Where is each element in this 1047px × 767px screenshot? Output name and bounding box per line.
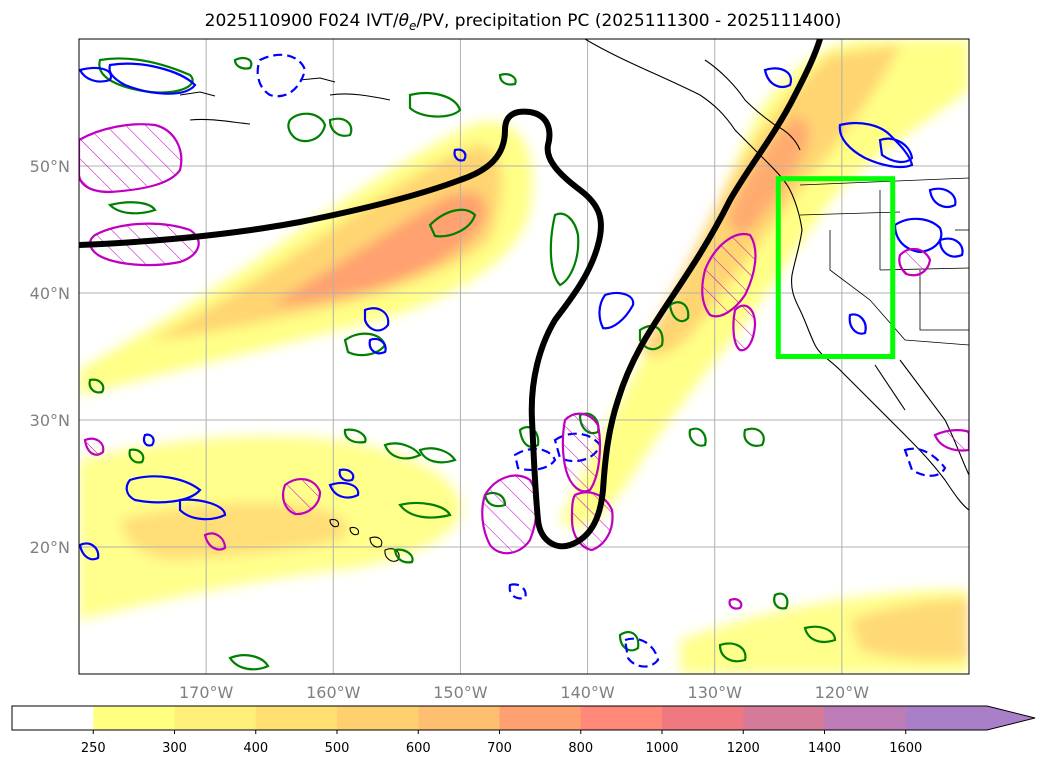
colorbar-label: 600	[406, 741, 431, 756]
colorbar-label: 1000	[645, 741, 678, 756]
precip-pc-contours	[79, 123, 969, 610]
map-area	[79, 39, 969, 674]
map-frame	[78, 38, 970, 675]
colorbar-swatch	[824, 706, 907, 730]
y-tick-label: 50°N	[30, 157, 70, 176]
colorbar-outline	[11, 705, 1036, 731]
blue-contours	[79, 53, 964, 668]
x-tick-label: 160°W	[306, 683, 361, 702]
colorbar-swatch	[337, 706, 419, 730]
y-tick-label: 40°N	[30, 284, 70, 303]
colorbar-label: 1400	[808, 741, 841, 756]
x-tick-label: 130°W	[688, 683, 743, 702]
pv-contour	[79, 39, 823, 550]
highlight-box	[775, 176, 896, 359]
colorbar-label: 250	[81, 741, 106, 756]
colorbar-extend-arrow	[987, 706, 1035, 730]
colorbar-swatch	[499, 706, 582, 730]
y-tick-label: 20°N	[30, 538, 70, 557]
x-tick-label: 120°W	[815, 683, 870, 702]
colorbar-label: 300	[162, 741, 187, 756]
colorbar-swatch	[12, 706, 94, 730]
x-tick-label: 150°W	[433, 683, 488, 702]
green-contours	[88, 56, 837, 671]
y-tick-labels: 20°N 30°N 40°N 50°N	[30, 157, 70, 557]
colorbar-label: 500	[325, 741, 350, 756]
colorbar-label: 1600	[889, 741, 922, 756]
colorbar-swatch	[418, 706, 500, 730]
colorbar-label: 400	[243, 741, 268, 756]
colorbar-swatch	[93, 706, 175, 730]
x-tick-labels: 170°W 160°W 150°W 140°W 130°W 120°W	[179, 683, 869, 702]
colorbar-swatch	[255, 706, 338, 730]
colorbar-swatch	[743, 706, 825, 730]
colorbar-swatch	[580, 706, 663, 730]
colorbar-swatch	[174, 706, 257, 730]
map-title: 2025110900 F024 IVT/θe/PV, precipitation…	[205, 11, 842, 33]
x-tick-label: 170°W	[179, 683, 234, 702]
colorbar-swatch	[905, 706, 988, 730]
x-tick-label: 140°W	[560, 683, 615, 702]
colorbar-label: 800	[568, 741, 593, 756]
colorbar-label: 1200	[727, 741, 760, 756]
colorbar-swatch	[662, 706, 744, 730]
colorbar: 250 300 400 500 600 700 800 1000 1200 1400 1600	[11, 705, 1036, 756]
colorbar-label: 700	[487, 741, 512, 756]
y-tick-label: 30°N	[30, 411, 70, 430]
coastlines	[179, 39, 969, 562]
